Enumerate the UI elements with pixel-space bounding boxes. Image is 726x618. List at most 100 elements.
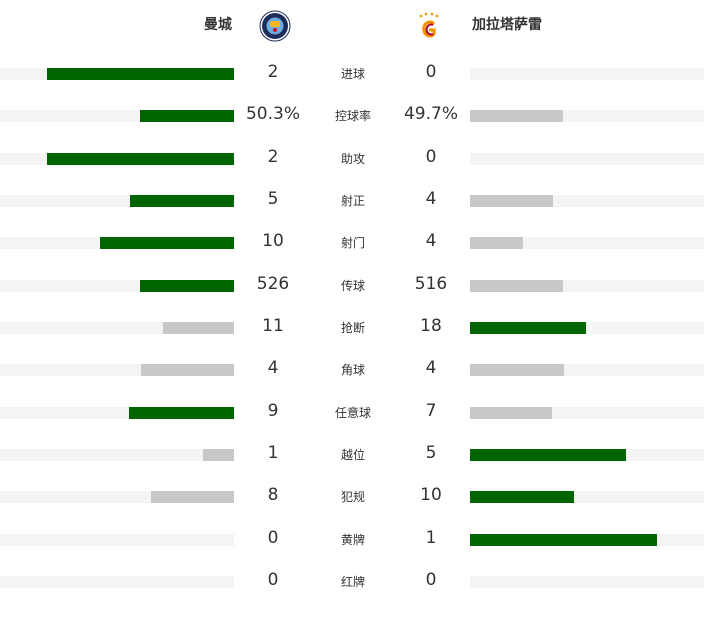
stat-row: 526 传球 516 (0, 273, 726, 296)
away-bar (470, 110, 563, 123)
stat-row: 2 进球 0 (0, 62, 726, 84)
home-bar (128, 406, 234, 419)
stat-label: 黄牌 (340, 532, 365, 547)
away-bar (470, 321, 587, 334)
stat-label: 红牌 (340, 574, 365, 589)
away-value: 7 (425, 400, 437, 421)
stat-label: 射门 (340, 236, 365, 251)
home-team-name: 曼城 (204, 17, 232, 33)
away-bar-track (470, 364, 704, 377)
away-bar (470, 279, 563, 292)
home-value: 2 (267, 146, 279, 167)
home-bar (130, 194, 234, 207)
stat-row: 10 射门 4 (0, 231, 726, 253)
away-value: 1 (425, 527, 437, 548)
stat-row: 0 红牌 0 (0, 569, 726, 592)
stat-label: 犯规 (340, 490, 365, 505)
home-bar-track (0, 110, 234, 123)
home-bar (100, 237, 234, 250)
stat-label: 助攻 (340, 151, 365, 166)
home-bar-track (0, 448, 234, 461)
away-value: 4 (425, 231, 437, 252)
home-bar (139, 110, 234, 123)
away-bar (470, 448, 626, 461)
away-bar-track (470, 237, 704, 250)
home-bar (47, 68, 234, 80)
home-bar-track (0, 237, 234, 250)
home-bar (140, 364, 234, 377)
home-bar (47, 152, 234, 165)
away-bar-track (470, 406, 704, 419)
stat-label: 控球率 (334, 109, 371, 124)
away-bar (470, 237, 524, 250)
home-bar-track (0, 533, 234, 546)
home-bar-track (0, 491, 234, 504)
away-bar (470, 533, 657, 546)
away-bar (470, 364, 564, 377)
away-bar-track (470, 68, 704, 80)
away-bar-track (470, 575, 704, 588)
away-value: 516 (414, 273, 448, 294)
away-bar (470, 194, 554, 207)
home-bar (139, 279, 234, 292)
stat-row: 4 角球 4 (0, 358, 726, 380)
home-bar (150, 491, 234, 504)
away-bar-track (470, 448, 704, 461)
away-value: 10 (420, 485, 442, 506)
home-value: 1 (267, 442, 279, 463)
away-value: 0 (425, 146, 437, 167)
home-bar-track (0, 279, 234, 292)
home-value: 526 (256, 273, 290, 294)
away-bar-track (470, 110, 704, 123)
home-value: 0 (267, 527, 279, 548)
away-value: 4 (425, 358, 437, 379)
away-value: 4 (425, 188, 437, 209)
home-bar-track (0, 406, 234, 419)
stat-row: 11 抢断 18 (0, 315, 726, 338)
stat-row: 8 犯规 10 (0, 485, 726, 507)
home-value: 4 (267, 358, 279, 379)
home-bar-track (0, 321, 234, 334)
stat-label: 角球 (340, 363, 365, 378)
stat-label: 进球 (340, 67, 365, 81)
away-value: 0 (425, 569, 437, 590)
stat-row: 50.3% 控球率 49.7% (0, 104, 726, 126)
away-bar-track (470, 491, 704, 504)
home-value: 2 (267, 62, 279, 82)
stat-row: 1 越位 5 (0, 442, 726, 465)
home-bar-track (0, 194, 234, 207)
stat-row: 9 任意球 7 (0, 400, 726, 423)
home-bar-track (0, 364, 234, 377)
away-value: 0 (425, 62, 437, 82)
stat-label: 任意球 (334, 405, 371, 420)
away-bar (470, 491, 574, 504)
home-value: 8 (267, 485, 279, 506)
home-bar-track (0, 575, 234, 588)
galatasaray-crest-icon (419, 12, 439, 40)
away-bar-track (470, 533, 704, 546)
home-bar (163, 321, 234, 334)
away-bar-track (470, 194, 704, 207)
manchester-city-crest-icon (259, 10, 291, 42)
home-bar (202, 448, 234, 461)
stat-label: 传球 (340, 278, 365, 293)
away-value: 5 (425, 442, 437, 463)
home-value: 9 (267, 400, 279, 421)
home-value: 0 (267, 569, 279, 590)
away-bar-track (470, 321, 704, 334)
home-bar-track (0, 152, 234, 165)
home-value: 5 (267, 188, 279, 209)
home-value: 11 (262, 315, 284, 336)
stat-label: 越位 (340, 447, 365, 462)
away-value: 49.7% (403, 104, 458, 125)
stat-row: 5 射正 4 (0, 188, 726, 211)
home-value: 10 (262, 231, 284, 252)
stat-row: 2 助攻 0 (0, 146, 726, 169)
away-team-name: 加拉塔萨雷 (472, 17, 542, 33)
stat-label: 抢断 (340, 320, 365, 335)
stat-label: 射正 (340, 193, 365, 208)
away-bar (470, 406, 552, 419)
stat-row: 0 黄牌 1 (0, 527, 726, 550)
away-bar-track (470, 152, 704, 165)
away-value: 18 (420, 315, 442, 336)
